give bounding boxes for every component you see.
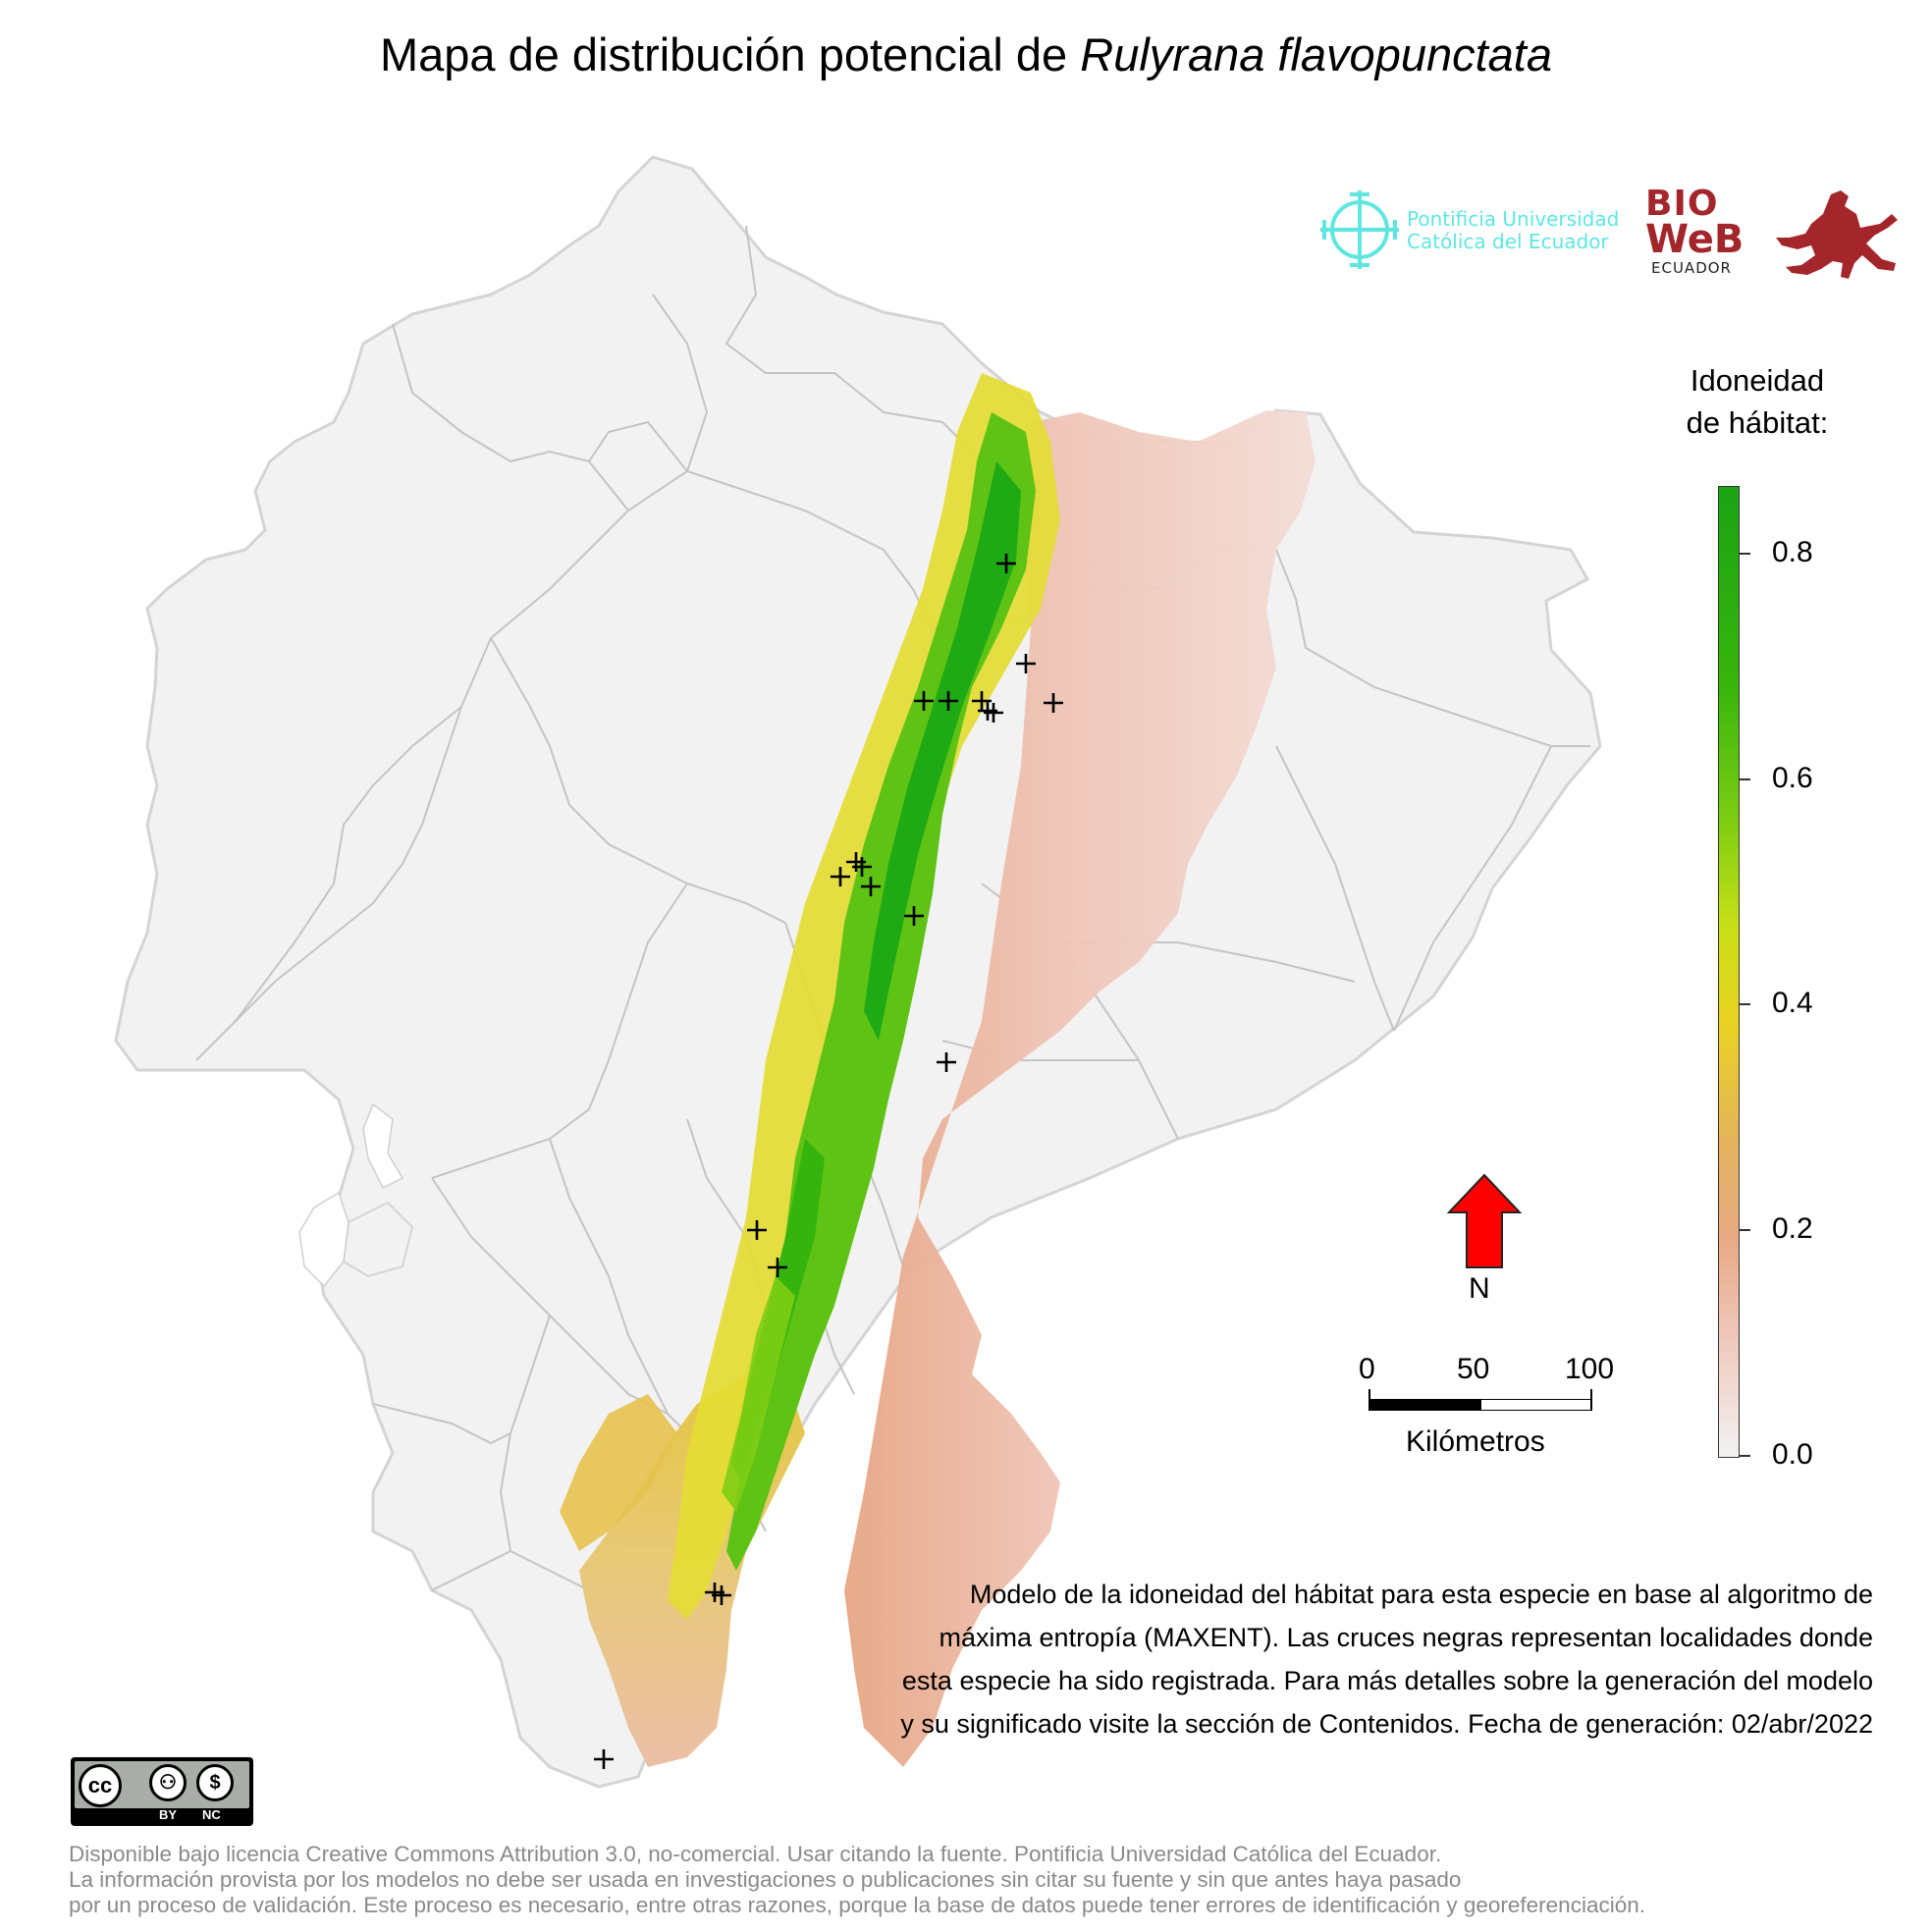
- description-line: Modelo de la idoneidad del hábitat para …: [969, 1580, 1873, 1609]
- puce-line-1: Pontificia Universidad: [1407, 207, 1620, 231]
- color-scale-bar: [1718, 486, 1740, 1458]
- occurrence-cross: [1044, 693, 1063, 713]
- footer-line: Disponible bajo licencia Creative Common…: [69, 1842, 1442, 1866]
- andes-green-mid: [722, 1276, 795, 1512]
- puce-name: Pontificia Universidad Católica del Ecua…: [1407, 208, 1619, 253]
- species-name: Rulyrana flavopunctata: [1080, 28, 1553, 80]
- andes-green-dark-north: [864, 461, 1021, 1041]
- gulf: [298, 1191, 349, 1288]
- scale-tick-label: 0.4: [1772, 987, 1813, 1020]
- scale-tick: [1739, 552, 1750, 555]
- occurrence-cross: [712, 1585, 731, 1605]
- footer-line: La información provista por los modelos …: [69, 1867, 1462, 1892]
- north-label: N: [1469, 1272, 1490, 1305]
- cc-license-badge: cc ⚇ $ BY NC: [71, 1757, 253, 1826]
- occurrence-cross: [861, 877, 881, 896]
- description-line: máxima entropía (MAXENT). Las cruces neg…: [939, 1623, 1873, 1652]
- map-title-prefix: Mapa de distribución potencial de: [379, 28, 1081, 80]
- cc-icon: cc: [79, 1764, 122, 1807]
- occurrence-cross: [914, 691, 934, 711]
- scale-label-100: 100: [1565, 1353, 1615, 1385]
- scale-segment-white: [1480, 1399, 1592, 1411]
- cc-by-label: BY: [159, 1807, 178, 1822]
- legend-title: Idoneidad de hábitat:: [1659, 359, 1855, 444]
- description-line: esta especie ha sido registrada. Para má…: [901, 1666, 1873, 1695]
- occurrence-cross: [768, 1258, 787, 1277]
- scale-tick-label: 0.0: [1772, 1438, 1813, 1471]
- occurrence-cross: [939, 691, 958, 711]
- occurrence-cross: [747, 1220, 767, 1240]
- amazon-low-suitability: [844, 410, 1315, 1767]
- estuary: [362, 1102, 404, 1190]
- map-title: Mapa de distribución potencial de Rulyra…: [0, 27, 1932, 81]
- scale-tick: [1739, 778, 1750, 780]
- scale-title: Kilómetros: [1406, 1425, 1545, 1458]
- scale-tick-left: [1368, 1389, 1370, 1411]
- scale-label-50: 50: [1457, 1353, 1490, 1385]
- legend-title-line-1: Idoneidad: [1690, 363, 1825, 398]
- noncommercial-icon: $: [196, 1764, 234, 1801]
- scale-label-0: 0: [1359, 1353, 1375, 1385]
- scale-tick: [1739, 1455, 1750, 1457]
- occurrence-cross: [594, 1749, 614, 1769]
- occurrence-cross: [831, 867, 850, 886]
- footer-line: por un proceso de validación. Este proce…: [69, 1893, 1645, 1917]
- puce-logo: [1320, 190, 1399, 269]
- bioweb-ecuador: ECUADOR: [1651, 259, 1732, 277]
- scale-tick-label: 0.6: [1772, 761, 1813, 794]
- south-west-lobe: [560, 1394, 677, 1551]
- cc-nc-label: NC: [202, 1807, 221, 1822]
- occurrence-cross: [937, 1052, 956, 1072]
- occurrence-cross: [904, 906, 924, 926]
- north-arrow-icon: [1446, 1173, 1523, 1268]
- legend-title-line-2: de hábitat:: [1686, 405, 1829, 440]
- scale-segment-black: [1368, 1399, 1480, 1411]
- puce-line-2: Católica del Ecuador: [1407, 230, 1609, 253]
- description-line: y su significado visite la sección de Co…: [900, 1709, 1873, 1739]
- scale-tick-label: 0.2: [1772, 1212, 1813, 1246]
- occurrence-cross: [984, 703, 1003, 723]
- model-description: Modelo de la idoneidad del hábitat para …: [744, 1573, 1873, 1745]
- license-footer: Disponible bajo licencia Creative Common…: [69, 1842, 1645, 1918]
- scale-tick: [1739, 1003, 1750, 1006]
- bioweb-bio: BIO: [1645, 184, 1719, 224]
- scale-tick-right: [1590, 1389, 1592, 1411]
- attribution-icon: ⚇: [149, 1764, 187, 1801]
- scale-tick: [1739, 1229, 1750, 1232]
- occurrence-markers: [594, 554, 1063, 1769]
- occurrence-cross: [1016, 654, 1036, 673]
- bioweb-web: WeB: [1645, 217, 1744, 262]
- scale-tick-label: 0.8: [1772, 535, 1813, 568]
- occurrence-cross: [852, 857, 872, 877]
- frog-icon: [1776, 190, 1898, 279]
- occurrence-cross: [996, 554, 1016, 573]
